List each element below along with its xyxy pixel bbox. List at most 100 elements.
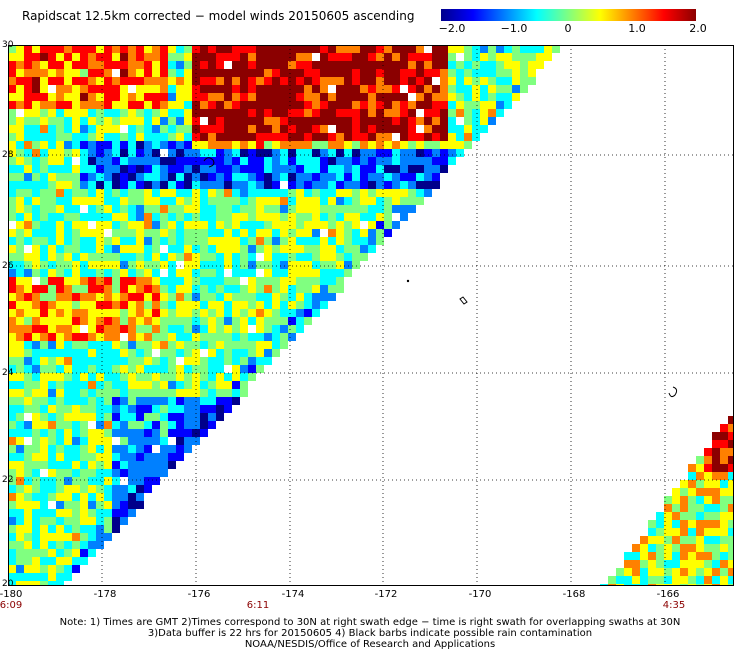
swath-cell	[384, 133, 392, 141]
swath-cell	[232, 205, 240, 213]
swath-cell	[96, 397, 104, 405]
swath-cell	[16, 205, 24, 213]
swath-cell	[168, 397, 176, 405]
swath-cell	[120, 165, 128, 173]
swath-cell	[272, 85, 280, 93]
swath-cell	[56, 149, 64, 157]
swath-cell	[112, 133, 120, 141]
swath-cell	[96, 69, 104, 77]
swath-cell	[176, 69, 184, 77]
swath-cell	[208, 69, 216, 77]
swath-cell	[72, 293, 80, 301]
swath-cell	[160, 381, 168, 389]
swath-cell	[112, 269, 120, 277]
swath-cell	[136, 181, 144, 189]
x-tick-label: -174	[281, 589, 305, 600]
swath-cell	[40, 373, 48, 381]
swath-cell	[96, 237, 104, 245]
swath-cell	[280, 261, 288, 269]
swath-cell	[728, 576, 734, 584]
swath-cell	[272, 93, 280, 101]
swath-cell	[32, 45, 40, 53]
swath-cell	[208, 181, 216, 189]
swath-cell	[448, 53, 456, 61]
swath-cell	[240, 45, 248, 53]
swath-cell	[488, 109, 496, 117]
swath-cell	[16, 101, 24, 109]
swath-cell	[168, 349, 176, 357]
swath-cell	[16, 293, 24, 301]
swath-cell	[64, 77, 72, 85]
swath-cell	[288, 229, 296, 237]
swath-cell	[128, 221, 136, 229]
swath-cell	[56, 469, 64, 477]
swath-cell	[136, 501, 144, 509]
swath-cell	[88, 253, 96, 261]
swath-cell	[152, 373, 160, 381]
swath-cell	[296, 117, 304, 125]
swath-cell	[288, 253, 296, 261]
swath-cell	[288, 173, 296, 181]
swath-cell	[16, 317, 24, 325]
swath-cell	[120, 437, 128, 445]
swath-cell	[128, 349, 136, 357]
swath-cell	[368, 229, 376, 237]
swath-cell	[256, 109, 264, 117]
swath-cell	[72, 45, 80, 53]
swath-cell	[360, 141, 368, 149]
swath-cell	[432, 45, 440, 53]
swath-cell	[184, 413, 192, 421]
swath-cell	[704, 464, 712, 472]
swath-cell	[184, 349, 192, 357]
swath-cell	[488, 85, 496, 93]
swath-cell	[64, 533, 72, 541]
swath-cell	[112, 405, 120, 413]
swath-cell	[152, 189, 160, 197]
swath-cell	[280, 253, 288, 261]
swath-cell	[440, 165, 448, 173]
swath-cell	[96, 501, 104, 509]
swath-cell	[160, 453, 168, 461]
swath-cell	[80, 229, 88, 237]
swath-cell	[160, 333, 168, 341]
swath-cell	[368, 245, 376, 253]
swath-cell	[448, 125, 456, 133]
swath-cell	[104, 93, 112, 101]
swath-cell	[688, 504, 696, 512]
swath-cell	[216, 213, 224, 221]
swath-cell	[256, 357, 264, 365]
swath-cell	[160, 261, 168, 269]
y-tick-label: 26	[2, 261, 14, 271]
swath-cell	[24, 421, 32, 429]
swath-cell	[128, 93, 136, 101]
swath-cell	[552, 45, 560, 53]
swath-cell	[336, 125, 344, 133]
swath-cell	[32, 501, 40, 509]
swath-cell	[48, 469, 56, 477]
swath-cell	[336, 205, 344, 213]
swath-cell	[648, 544, 656, 552]
swath-cell	[352, 157, 360, 165]
swath-cell	[504, 101, 512, 109]
swath-cell	[112, 261, 120, 269]
swath-cell	[728, 488, 734, 496]
swath-cell	[336, 69, 344, 77]
swath-cell	[336, 85, 344, 93]
swath-cell	[72, 53, 80, 61]
swath-cell	[672, 520, 680, 528]
swath-cell	[40, 485, 48, 493]
swath-cell	[424, 117, 432, 125]
swath-cell	[8, 205, 16, 213]
swath-cell	[328, 285, 336, 293]
swath-cell	[80, 341, 88, 349]
swath-cell	[8, 549, 16, 557]
swath-cell	[120, 485, 128, 493]
swath-cell	[80, 477, 88, 485]
swath-cell	[320, 141, 328, 149]
swath-cell	[104, 77, 112, 85]
swath-cell	[144, 237, 152, 245]
swath-cell	[200, 365, 208, 373]
swath-cell	[112, 501, 120, 509]
swath-cell	[112, 101, 120, 109]
swath-cell	[56, 381, 64, 389]
